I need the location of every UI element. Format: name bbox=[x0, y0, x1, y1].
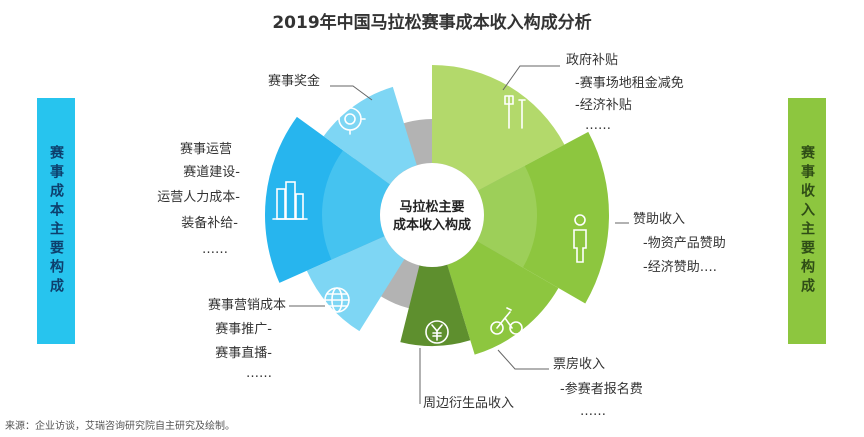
label-prize: 赛事奖金 bbox=[268, 74, 321, 89]
leader-lines bbox=[289, 65, 629, 404]
tools-icon bbox=[504, 95, 526, 129]
cyclist-icon bbox=[490, 307, 523, 335]
segment-merchandise bbox=[400, 264, 471, 346]
label-sponsorship: 赞助收入 bbox=[633, 212, 686, 227]
label-government-0: -赛事场地租金减免 bbox=[575, 76, 684, 91]
center-label-line2: 成本收入构成 bbox=[393, 217, 471, 233]
globe-icon bbox=[324, 287, 350, 313]
segment-prize bbox=[323, 86, 417, 185]
label-operation-0: 赛事运营 bbox=[179, 142, 232, 157]
segment-operation-inner bbox=[322, 150, 390, 260]
label-merchandise: 周边衍生品收入 bbox=[423, 396, 515, 411]
page-title: 2019年中国马拉松赛事成本收入构成分析 bbox=[272, 13, 592, 33]
label-marketing: 赛事营销成本 bbox=[207, 298, 286, 313]
segment-sponsorship-inner bbox=[477, 165, 537, 268]
label-marketing-2: …… bbox=[246, 366, 272, 381]
label-government: 政府补贴 bbox=[566, 53, 619, 68]
source-note: 来源：企业访谈，艾瑞咨询研究院自主研究及绘制。 bbox=[5, 421, 235, 432]
label-sponsorship-1: -经济赞助…. bbox=[643, 260, 717, 275]
label-government-1: -经济补贴 bbox=[575, 98, 632, 113]
trophy-icon bbox=[334, 103, 366, 135]
label-ticket-0: -参赛者报名费 bbox=[560, 382, 643, 397]
building-icon bbox=[272, 181, 308, 220]
label-operation-1: 赛道建设- bbox=[183, 165, 240, 180]
label-sponsorship-0: -物资产品赞助 bbox=[643, 236, 726, 251]
income-side-label: 赛事收入主要构成 bbox=[788, 98, 826, 344]
leader-prize bbox=[330, 85, 373, 101]
segment-marketing bbox=[306, 236, 405, 332]
label-operation-2: 运营人力成本- bbox=[157, 190, 240, 205]
label-operation-4: …… bbox=[202, 242, 228, 257]
segment-government bbox=[432, 65, 565, 191]
cost-side-label: 赛事成本主要构成 bbox=[37, 98, 75, 344]
leader-ticket bbox=[497, 349, 549, 370]
leader-government bbox=[502, 65, 560, 91]
label-marketing-0: 赛事推广- bbox=[215, 322, 272, 337]
person-icon bbox=[573, 214, 587, 263]
yuan-coin-icon bbox=[425, 320, 449, 344]
wheel-icons bbox=[272, 95, 587, 344]
segment-ticket bbox=[447, 241, 559, 355]
label-operation-3: 装备补给- bbox=[181, 216, 238, 231]
label-government-2: …… bbox=[585, 118, 611, 133]
center-label-line1: 马拉松主要 bbox=[399, 199, 464, 215]
label-ticket: 票房收入 bbox=[553, 357, 606, 372]
label-ticket-1: …… bbox=[580, 404, 606, 419]
label-marketing-1: 赛事直播- bbox=[215, 346, 272, 361]
center-circle bbox=[380, 163, 484, 267]
